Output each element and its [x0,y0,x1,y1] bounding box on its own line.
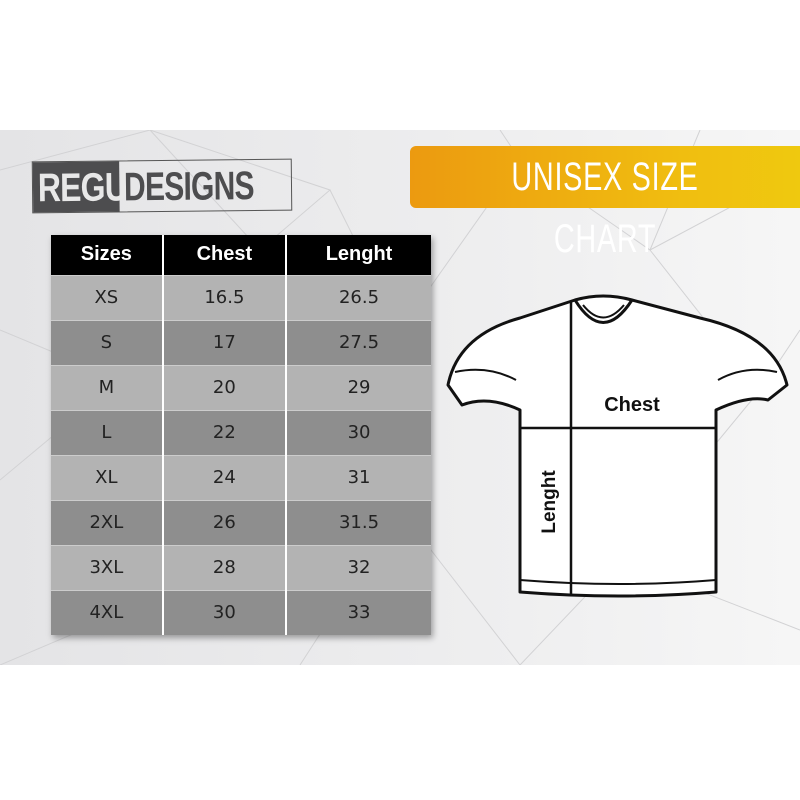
size-cell: M [51,364,164,410]
brand-logo: REGU DESIGNS [31,158,293,214]
length-cell: 26.5 [286,274,431,320]
title-banner: UNISEX SIZE CHART [410,146,800,261]
length-cell: 33 [286,589,431,635]
chest-label: Chest [604,394,660,416]
chest-cell: 26 [162,499,288,545]
table-row: XL 24 31 [51,454,431,500]
table-row: L 22 30 [51,409,431,455]
header-chest: Chest [162,235,288,275]
header-length: Lenght [286,235,431,275]
tshirt-outline [446,294,789,598]
table-row: M 20 29 [51,364,431,410]
length-cell: 32 [286,544,431,590]
table-row: 4XL 30 33 [51,589,431,635]
table-row: 3XL 28 32 [51,544,431,590]
table-row: 2XL 26 31.5 [51,499,431,545]
size-cell: 3XL [51,544,164,590]
chest-cell: 24 [162,454,288,500]
length-cell: 27.5 [286,319,431,365]
logo-part1: REGU [32,161,127,213]
size-table: Sizes Chest Lenght XS 16.5 26.5 S 17 27.5 M 20 2… [51,235,431,635]
size-cell: 2XL [51,499,164,545]
chest-cell: 17 [162,319,288,365]
size-cell: L [51,409,164,455]
length-cell: 31 [286,454,431,500]
table-row: XS 16.5 26.5 [51,274,431,320]
logo-part2: DESIGNS [123,164,255,210]
length-label: Lenght [539,470,560,534]
chest-cell: 20 [162,364,288,410]
length-cell: 29 [286,364,431,410]
size-cell: 4XL [51,589,164,635]
size-cell: S [51,319,164,365]
chest-cell: 28 [162,544,288,590]
chest-cell: 16.5 [162,274,288,320]
chest-cell: 22 [162,409,288,455]
chest-cell: 30 [162,589,288,635]
tshirt-diagram: Chest Lenght [446,294,789,598]
page-title: UNISEX SIZE CHART [511,155,699,261]
size-cell: XS [51,274,164,320]
size-cell: XL [51,454,164,500]
length-cell: 31.5 [286,499,431,545]
length-cell: 30 [286,409,431,455]
header-sizes: Sizes [51,235,164,275]
table-row: S 17 27.5 [51,319,431,365]
